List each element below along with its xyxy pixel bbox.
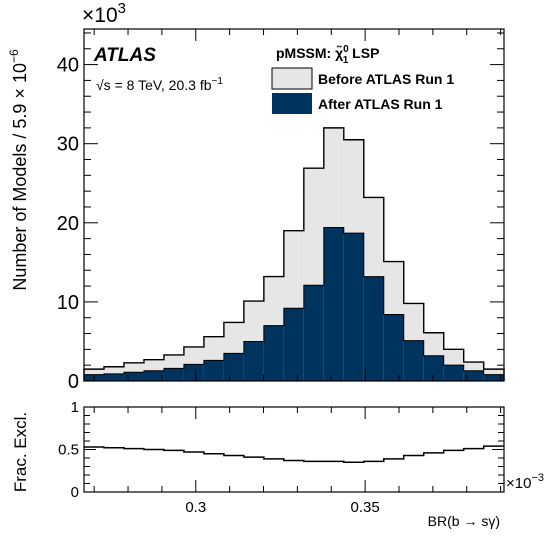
legend-label-before: Before ATLAS Run 1	[318, 71, 454, 87]
bar-after	[263, 325, 284, 381]
bar-after	[283, 308, 304, 381]
bar-after	[143, 370, 164, 381]
bar-after	[423, 355, 444, 381]
bar-after	[303, 285, 324, 381]
legend-swatch-after	[272, 93, 312, 114]
ratio-x-axis: 0.3 0.35	[93, 407, 502, 516]
y-tick-label: 20	[57, 213, 79, 235]
bar-after	[483, 374, 504, 381]
bar-after	[123, 372, 144, 381]
main-y-axis: 0 10 20 30 40	[57, 32, 504, 393]
bar-after	[383, 314, 404, 381]
legend-title: pMSSM: χ̃0 1 LSP	[276, 44, 379, 66]
experiment-label: ATLAS	[93, 45, 156, 66]
x-tick-label: 0.3	[185, 499, 206, 516]
bar-after	[203, 360, 224, 381]
main-plot-frame	[83, 28, 505, 382]
y-tick-label: 10	[57, 292, 79, 314]
bar-after	[243, 341, 264, 381]
ratio-y-tick-label: 0	[71, 484, 79, 501]
bar-after	[163, 368, 184, 381]
x-tick-label: 0.35	[351, 499, 380, 516]
before-outline	[83, 127, 505, 381]
y-tick-label: 30	[57, 134, 79, 156]
legend-swatch-before	[271, 67, 313, 90]
after-outline	[83, 227, 505, 381]
y-multiplier: ×103	[82, 0, 126, 27]
x-multiplier: ×10−3	[506, 472, 544, 492]
ratio-y-axis: 00.51	[58, 399, 504, 501]
legend-label-after: After ATLAS Run 1	[318, 96, 443, 112]
bar-after	[323, 227, 344, 381]
bar-after	[363, 276, 384, 381]
main-y-axis-label: Number of Models / 5.9 × 10−6	[7, 49, 30, 291]
bar-after	[443, 365, 464, 381]
bar-after	[103, 373, 124, 381]
ratio-y-tick-label: 0.5	[58, 442, 79, 459]
after-histogram	[84, 227, 504, 381]
main-x-ticks	[93, 29, 502, 381]
bar-after	[463, 370, 484, 381]
fraction-excluded-line	[84, 445, 504, 463]
y-tick-label: 40	[57, 55, 79, 77]
bar-after	[403, 340, 424, 381]
x-axis-label: BR(b → sγ)	[428, 513, 500, 529]
energy-luminosity-label: √s = 8 TeV, 20.3 fb−1	[96, 76, 223, 93]
bar-after	[223, 353, 244, 381]
bar-after	[183, 364, 204, 381]
ratio-y-tick-label: 1	[71, 399, 79, 416]
histogram-outlines	[83, 127, 505, 381]
ratio-y-axis-label: Frac. Excl.	[11, 412, 30, 492]
y-tick-label: 0	[68, 371, 79, 393]
bar-after	[343, 233, 364, 381]
legend: pMSSM: χ̃0 1 LSP Before ATLAS Run 1 After…	[271, 44, 454, 114]
